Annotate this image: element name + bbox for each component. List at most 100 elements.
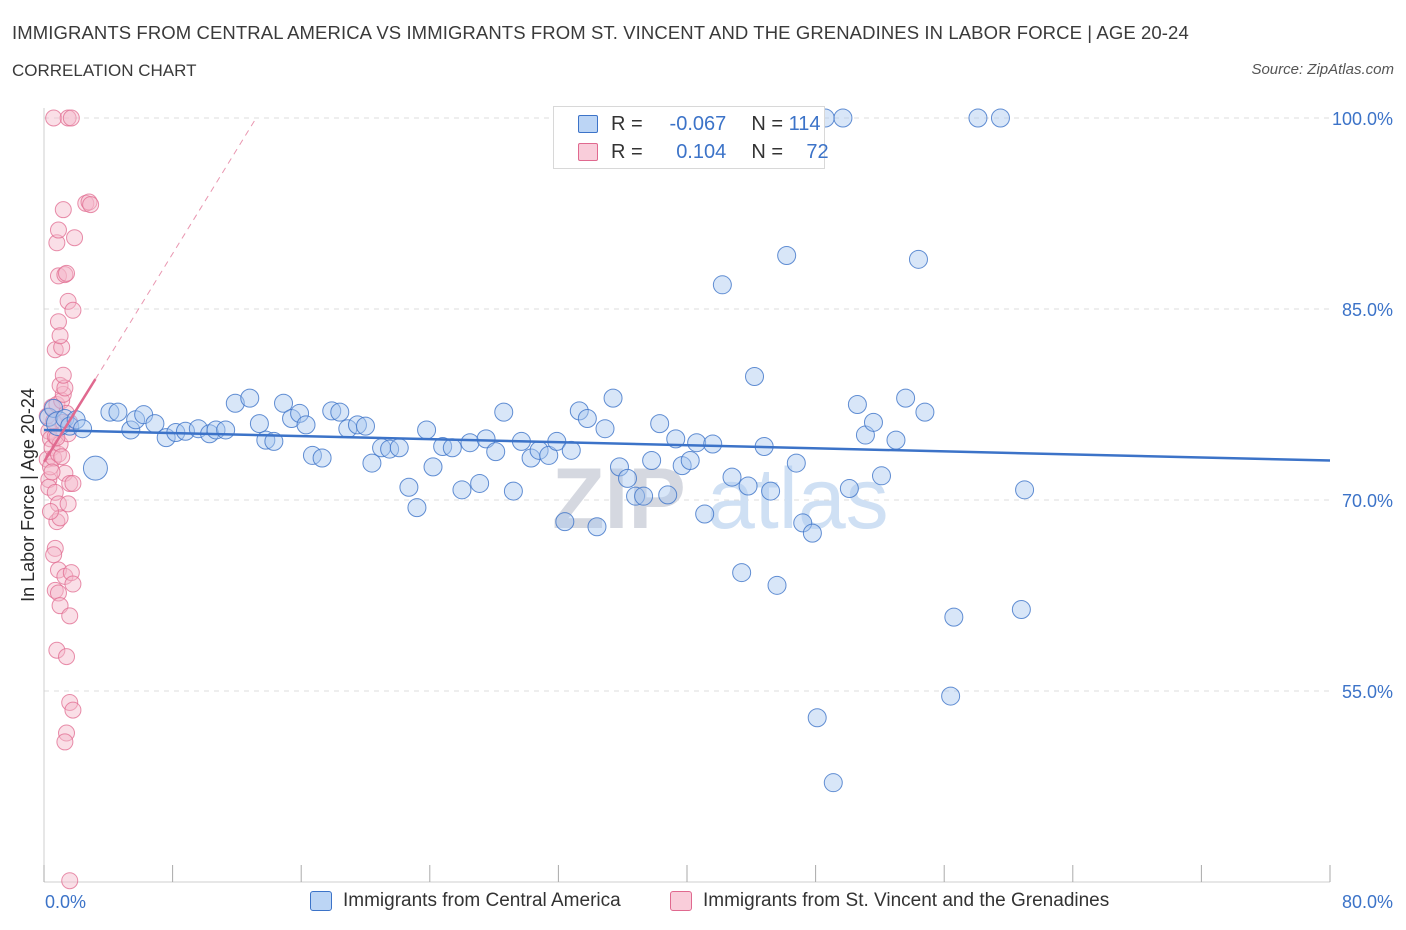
data-point-central-america bbox=[941, 686, 961, 706]
data-point-st-vincent bbox=[64, 575, 82, 593]
data-point-st-vincent bbox=[46, 581, 64, 599]
data-point-central-america bbox=[886, 430, 906, 450]
data-point-central-america bbox=[944, 607, 964, 627]
trend-line-st-vincent bbox=[42, 378, 97, 463]
data-point-central-america bbox=[732, 563, 752, 583]
data-point-central-america bbox=[569, 401, 589, 421]
trend-lines bbox=[42, 117, 1331, 463]
data-point-central-america bbox=[108, 402, 128, 422]
y-tick-label: 85.0% bbox=[1342, 300, 1393, 320]
data-point-central-america bbox=[433, 437, 453, 457]
data-point-central-america bbox=[872, 466, 892, 486]
data-point-central-america bbox=[609, 457, 629, 477]
data-point-central-america bbox=[1011, 600, 1031, 620]
data-point-st-vincent bbox=[51, 327, 69, 345]
data-point-st-vincent bbox=[59, 495, 77, 513]
data-point-central-america bbox=[587, 517, 607, 537]
data-point-st-vincent bbox=[64, 701, 82, 719]
data-point-central-america bbox=[642, 451, 662, 471]
data-point-st-vincent bbox=[80, 193, 98, 211]
chart-subtitle: CORRELATION CHART bbox=[12, 61, 197, 80]
data-point-central-america bbox=[240, 388, 260, 408]
legend-n-label: N = bbox=[751, 141, 784, 163]
data-point-st-vincent bbox=[66, 229, 84, 247]
data-point-central-america bbox=[650, 414, 670, 434]
data-point-central-america bbox=[312, 448, 332, 468]
data-point-central-america bbox=[687, 433, 707, 453]
data-point-central-america bbox=[618, 468, 638, 488]
data-point-st-vincent bbox=[58, 264, 76, 282]
data-point-central-america bbox=[777, 246, 797, 266]
correlation-legend: R = -0.067 N = 114 R = 0.104 N = 72 bbox=[553, 106, 829, 169]
y-tick-label: 70.0% bbox=[1342, 491, 1393, 511]
data-point-st-vincent bbox=[54, 385, 72, 403]
data-point-central-america bbox=[452, 480, 472, 500]
data-point-st-vincent bbox=[56, 733, 74, 751]
y-tick-label: 55.0% bbox=[1342, 682, 1393, 702]
data-point-central-america bbox=[225, 393, 245, 413]
data-point-central-america bbox=[494, 402, 514, 422]
bottom-legend-swatch-blue bbox=[310, 891, 332, 911]
data-point-central-america bbox=[745, 366, 765, 386]
data-point-central-america bbox=[908, 249, 928, 269]
data-point-st-vincent bbox=[48, 234, 66, 252]
data-point-central-america bbox=[722, 467, 742, 487]
data-point-st-vincent bbox=[82, 196, 100, 214]
bottom-legend-swatch-pink bbox=[670, 891, 692, 911]
data-point-st-vincent bbox=[49, 561, 67, 579]
data-point-st-vincent bbox=[58, 648, 76, 666]
legend-r-label: R = bbox=[611, 141, 643, 163]
data-point-central-america bbox=[73, 419, 93, 439]
data-point-central-america bbox=[786, 453, 806, 473]
data-point-central-america bbox=[634, 486, 654, 506]
data-point-st-vincent bbox=[49, 221, 67, 239]
trend-extension-st-vincent bbox=[95, 117, 257, 380]
data-point-central-america bbox=[442, 438, 462, 458]
x-tick-label: 0.0% bbox=[45, 892, 86, 912]
data-point-central-america bbox=[896, 388, 916, 408]
data-point-central-america bbox=[380, 439, 400, 459]
data-point-central-america bbox=[264, 431, 284, 451]
data-point-central-america bbox=[968, 108, 988, 128]
data-point-st-vincent bbox=[62, 109, 80, 127]
data-point-st-vincent bbox=[43, 463, 61, 481]
data-point-central-america bbox=[476, 429, 496, 449]
data-point-central-america bbox=[399, 477, 419, 497]
data-point-central-america bbox=[761, 481, 781, 501]
data-point-central-america bbox=[322, 401, 342, 421]
legend-r-value: 0.104 bbox=[676, 141, 727, 163]
data-point-central-america bbox=[839, 479, 859, 499]
y-axis-label: In Labor Force | Age 20-24 bbox=[18, 388, 38, 602]
data-point-central-america bbox=[100, 402, 120, 422]
data-point-central-america bbox=[767, 575, 787, 595]
x-tick-label: 80.0% bbox=[1342, 892, 1393, 912]
data-point-st-vincent bbox=[49, 584, 67, 602]
data-point-central-america bbox=[833, 108, 853, 128]
data-point-central-america bbox=[290, 403, 310, 423]
data-point-central-america bbox=[802, 523, 822, 543]
data-point-central-america bbox=[389, 438, 409, 458]
data-point-central-america bbox=[274, 393, 294, 413]
data-point-central-america bbox=[460, 433, 480, 453]
data-point-central-america bbox=[330, 402, 350, 422]
bottom-legend-label: Immigrants from Central America bbox=[343, 890, 621, 911]
data-point-central-america bbox=[423, 457, 443, 477]
data-point-st-vincent bbox=[61, 607, 79, 625]
data-point-central-america bbox=[356, 416, 375, 436]
data-point-st-vincent bbox=[41, 502, 59, 520]
axes bbox=[43, 108, 1331, 883]
data-point-st-vincent bbox=[59, 292, 77, 310]
data-point-central-america bbox=[703, 434, 723, 454]
data-point-st-vincent bbox=[56, 379, 74, 397]
data-point-central-america bbox=[738, 476, 758, 496]
bottom-legend-label: Immigrants from St. Vincent and the Gren… bbox=[703, 890, 1110, 911]
data-point-central-america bbox=[990, 108, 1010, 128]
data-point-central-america bbox=[863, 412, 883, 432]
data-point-central-america bbox=[695, 504, 715, 524]
legend-r-value: -0.067 bbox=[669, 113, 727, 135]
data-point-st-vincent bbox=[54, 366, 72, 384]
series-st-vincent-points bbox=[38, 109, 100, 890]
data-point-central-america bbox=[680, 451, 700, 471]
data-point-central-america bbox=[626, 486, 646, 506]
data-point-st-vincent bbox=[46, 483, 64, 501]
